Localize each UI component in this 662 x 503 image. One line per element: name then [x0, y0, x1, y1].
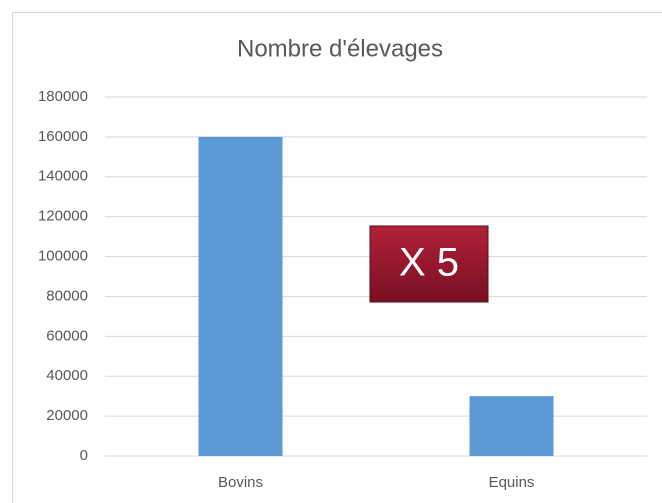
bar	[198, 136, 283, 456]
y-tick-label: 0	[80, 447, 88, 464]
x-tick-label: Equins	[489, 474, 535, 491]
bar	[469, 396, 554, 456]
y-tick-label: 160000	[38, 128, 88, 145]
y-tick-label: 100000	[38, 248, 88, 265]
annotation-box	[369, 225, 489, 303]
y-tick-label: 60000	[46, 327, 88, 344]
y-tick-label: 40000	[46, 367, 88, 384]
y-tick-label: 80000	[46, 287, 88, 304]
y-tick-label: 180000	[38, 88, 88, 105]
x-tick-label: Bovins	[218, 474, 263, 491]
chart-title: Nombre d'élevages	[237, 35, 443, 62]
y-tick-label: 120000	[38, 208, 88, 225]
annotation: X 5	[369, 225, 489, 303]
annotation-text: X 5	[399, 241, 459, 285]
plot-area: 0 20000 40000 60000 80000 100000 120000 140000 1…	[38, 88, 647, 491]
y-tick-label: 20000	[46, 407, 88, 424]
y-tick-label: 140000	[38, 168, 88, 185]
chart-frame	[12, 12, 662, 503]
